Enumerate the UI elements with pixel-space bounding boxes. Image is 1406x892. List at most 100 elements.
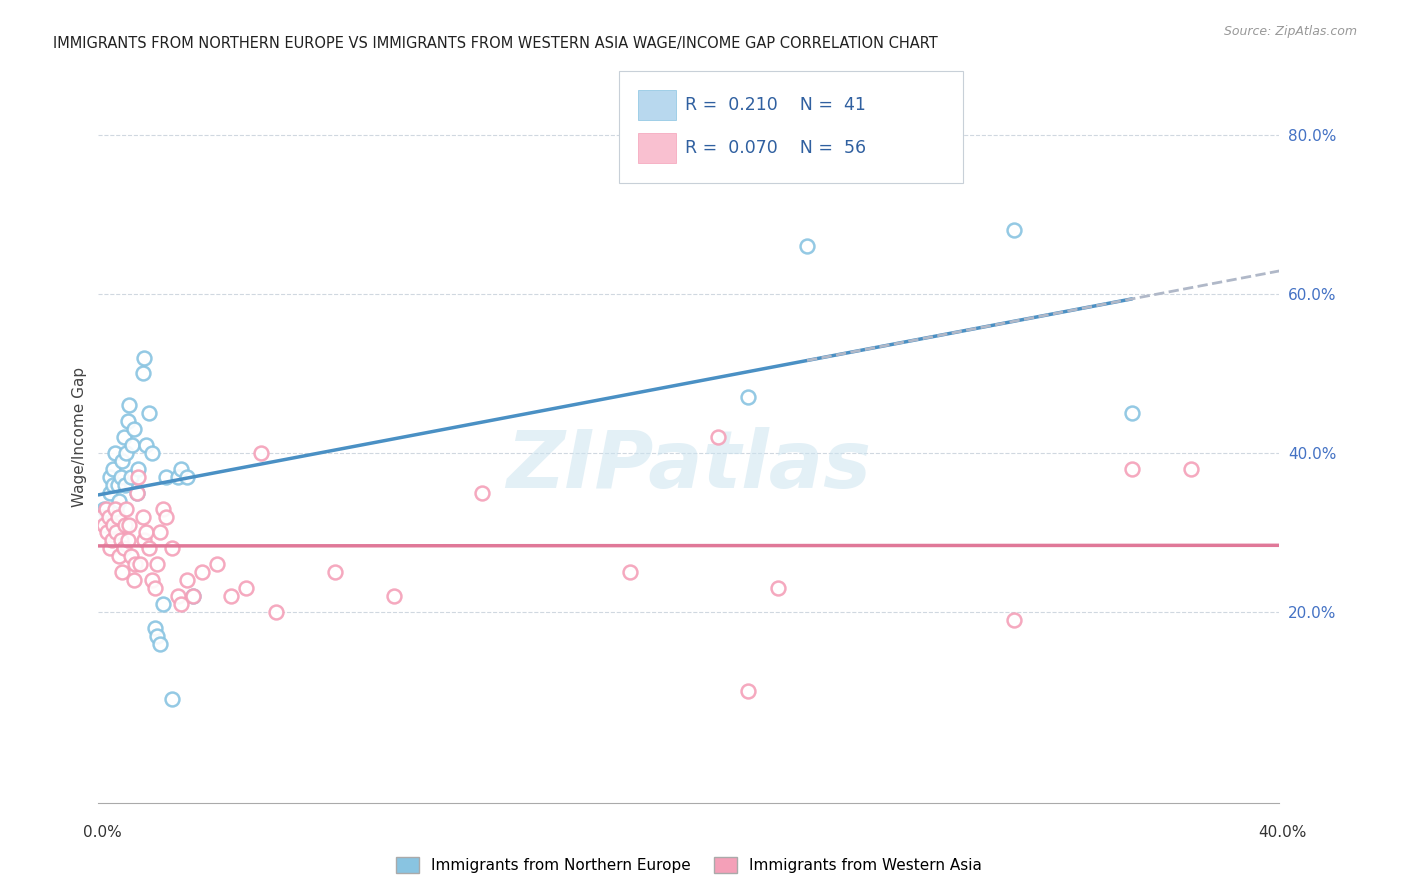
Point	[737, 390, 759, 404]
Point	[103, 462, 125, 476]
Point	[97, 509, 120, 524]
Point	[111, 566, 134, 580]
Point	[250, 446, 273, 460]
Point	[122, 573, 145, 587]
Point	[737, 684, 759, 698]
Point	[1002, 613, 1025, 627]
Point	[107, 509, 129, 524]
Point	[98, 541, 121, 556]
Point	[264, 605, 287, 619]
Point	[120, 549, 142, 564]
Point	[176, 470, 198, 484]
Point	[323, 566, 346, 580]
Point	[138, 406, 160, 420]
Y-axis label: Wage/Income Gap: Wage/Income Gap	[72, 367, 87, 508]
Point	[105, 525, 128, 540]
Point	[162, 541, 183, 556]
Point	[105, 501, 128, 516]
Point	[128, 558, 150, 572]
Point	[114, 477, 136, 491]
Point	[108, 493, 131, 508]
Point	[104, 446, 127, 460]
Point	[152, 597, 174, 611]
Text: ZIPatlas: ZIPatlas	[506, 427, 872, 506]
Point	[115, 501, 138, 516]
Point	[108, 549, 131, 564]
Text: Source: ZipAtlas.com: Source: ZipAtlas.com	[1223, 25, 1357, 38]
Point	[141, 573, 163, 587]
Point	[149, 525, 172, 540]
Point	[181, 589, 204, 603]
Point	[98, 485, 121, 500]
Point	[111, 454, 134, 468]
Point	[107, 477, 129, 491]
Point	[149, 637, 172, 651]
Point	[167, 589, 190, 603]
Point	[181, 589, 204, 603]
Point	[221, 589, 243, 603]
Point	[112, 430, 135, 444]
Point	[127, 470, 149, 484]
Point	[619, 566, 641, 580]
Point	[1121, 406, 1143, 420]
Point	[112, 541, 135, 556]
Point	[124, 558, 146, 572]
Point	[134, 533, 156, 548]
Point	[766, 581, 789, 595]
Point	[117, 533, 139, 548]
Point	[138, 541, 160, 556]
Text: R =  0.070    N =  56: R = 0.070 N = 56	[685, 139, 866, 157]
Point	[127, 462, 149, 476]
Point	[96, 509, 118, 524]
Point	[1002, 223, 1025, 237]
Point	[205, 558, 228, 572]
Text: R =  0.210    N =  41: R = 0.210 N = 41	[685, 96, 866, 114]
Point	[100, 533, 122, 548]
Point	[118, 398, 141, 412]
Point	[167, 470, 190, 484]
Point	[94, 501, 117, 516]
Point	[120, 470, 142, 484]
Point	[155, 509, 177, 524]
Text: 0.0%: 0.0%	[83, 825, 122, 839]
Point	[176, 573, 198, 587]
Point	[134, 351, 156, 365]
Point	[141, 446, 163, 460]
Point	[471, 485, 494, 500]
Text: 40.0%: 40.0%	[1258, 825, 1306, 839]
Point	[235, 581, 257, 595]
Point	[135, 525, 157, 540]
Point	[118, 517, 141, 532]
Point	[96, 525, 118, 540]
Point	[103, 517, 125, 532]
Point	[103, 477, 125, 491]
Point	[382, 589, 405, 603]
Point	[1180, 462, 1202, 476]
Point	[170, 597, 193, 611]
Point	[125, 485, 148, 500]
Point	[132, 367, 155, 381]
Point	[143, 581, 166, 595]
Point	[110, 533, 132, 548]
Point	[114, 517, 136, 532]
Point	[152, 501, 174, 516]
Point	[146, 629, 169, 643]
Point	[110, 470, 132, 484]
Point	[132, 509, 155, 524]
Point	[135, 438, 157, 452]
Point	[90, 509, 112, 524]
Legend: Immigrants from Northern Europe, Immigrants from Western Asia: Immigrants from Northern Europe, Immigra…	[389, 851, 988, 880]
Point	[796, 239, 818, 253]
Point	[121, 438, 143, 452]
Point	[125, 485, 148, 500]
Point	[93, 501, 115, 516]
Point	[170, 462, 193, 476]
Point	[98, 470, 121, 484]
Point	[93, 517, 115, 532]
Text: IMMIGRANTS FROM NORTHERN EUROPE VS IMMIGRANTS FROM WESTERN ASIA WAGE/INCOME GAP : IMMIGRANTS FROM NORTHERN EUROPE VS IMMIG…	[53, 36, 938, 51]
Point	[155, 470, 177, 484]
Point	[122, 422, 145, 436]
Point	[146, 558, 169, 572]
Point	[162, 692, 183, 706]
Point	[707, 430, 730, 444]
